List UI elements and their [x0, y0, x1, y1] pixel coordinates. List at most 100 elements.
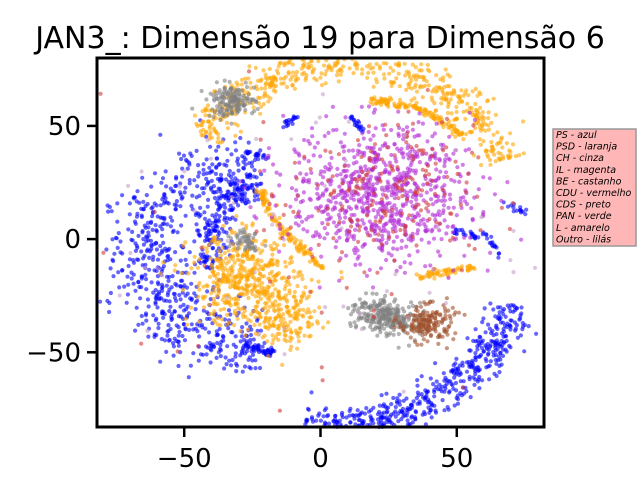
- data-point: [443, 386, 448, 391]
- data-point: [415, 228, 421, 233]
- data-point: [398, 227, 403, 233]
- data-point: [326, 198, 331, 203]
- data-point: [495, 316, 500, 321]
- data-point: [387, 71, 392, 76]
- data-point: [273, 75, 278, 80]
- data-point: [330, 207, 335, 212]
- data-point: [213, 224, 218, 229]
- data-point: [212, 273, 218, 278]
- data-point: [271, 162, 276, 167]
- data-point: [391, 190, 396, 195]
- data-point: [408, 261, 413, 266]
- data-point: [302, 154, 307, 159]
- data-point: [508, 309, 513, 314]
- data-point: [375, 412, 381, 417]
- data-point: [386, 230, 391, 235]
- data-point: [296, 270, 301, 275]
- data-point: [313, 120, 318, 125]
- data-point: [261, 68, 266, 73]
- data-point: [233, 133, 238, 138]
- data-point: [157, 297, 162, 302]
- data-point: [135, 211, 140, 216]
- data-point: [233, 334, 238, 339]
- data-point: [197, 334, 202, 339]
- data-point: [426, 274, 431, 279]
- data-point: [333, 195, 338, 200]
- data-point: [289, 344, 294, 349]
- data-point: [421, 217, 426, 222]
- data-point: [167, 299, 172, 304]
- data-point: [290, 62, 295, 67]
- data-point: [216, 136, 221, 141]
- data-point: [176, 325, 181, 330]
- data-point: [168, 257, 173, 262]
- data-point: [269, 192, 274, 197]
- data-point: [396, 331, 401, 337]
- data-point: [310, 134, 315, 139]
- data-point: [189, 281, 194, 286]
- data-point: [411, 303, 416, 309]
- data-point: [360, 169, 365, 174]
- data-point: [430, 402, 435, 407]
- data-point: [275, 263, 280, 268]
- data-point: [233, 354, 238, 359]
- data-point: [294, 69, 299, 75]
- data-point: [241, 96, 246, 101]
- data-point: [168, 215, 173, 220]
- data-point: [144, 248, 149, 254]
- data-point: [508, 131, 513, 136]
- data-point: [133, 328, 138, 333]
- data-point: [448, 379, 453, 384]
- data-point: [220, 99, 225, 104]
- data-point: [343, 215, 348, 220]
- data-point: [315, 186, 320, 191]
- data-point: [141, 242, 146, 247]
- data-point: [500, 145, 505, 150]
- data-point: [257, 322, 262, 327]
- data-point: [278, 314, 283, 319]
- data-point: [309, 277, 314, 282]
- data-point: [514, 323, 520, 328]
- data-point: [297, 160, 302, 165]
- data-point: [220, 276, 225, 281]
- data-point: [443, 375, 448, 380]
- data-point: [159, 180, 164, 185]
- data-point: [406, 170, 412, 175]
- data-point: [206, 197, 211, 202]
- data-point: [430, 178, 435, 183]
- data-point: [454, 109, 459, 115]
- data-point: [289, 186, 295, 191]
- data-point: [347, 229, 352, 234]
- data-point: [416, 202, 421, 207]
- data-point: [473, 351, 478, 356]
- data-point: [296, 334, 301, 339]
- data-point: [304, 217, 309, 222]
- data-point: [175, 349, 180, 354]
- data-point: [441, 371, 446, 376]
- data-point: [387, 185, 392, 190]
- data-point: [481, 349, 486, 354]
- data-point: [189, 266, 194, 271]
- data-point: [476, 377, 481, 382]
- data-point: [486, 154, 491, 159]
- data-point: [217, 88, 222, 93]
- data-point: [214, 148, 219, 153]
- data-point: [223, 355, 228, 360]
- data-point: [252, 157, 258, 163]
- data-point: [498, 320, 503, 325]
- data-point: [295, 193, 301, 198]
- data-point: [243, 157, 248, 162]
- data-point: [508, 318, 513, 323]
- data-point: [393, 404, 398, 410]
- data-point: [205, 316, 210, 321]
- data-point: [192, 270, 197, 275]
- data-point: [130, 229, 135, 234]
- data-point: [419, 62, 424, 67]
- data-point: [178, 181, 183, 186]
- data-point: [373, 223, 378, 228]
- data-point: [458, 196, 463, 201]
- data-point: [289, 330, 294, 335]
- data-point: [294, 188, 299, 193]
- data-point: [324, 406, 329, 411]
- data-point: [411, 157, 416, 162]
